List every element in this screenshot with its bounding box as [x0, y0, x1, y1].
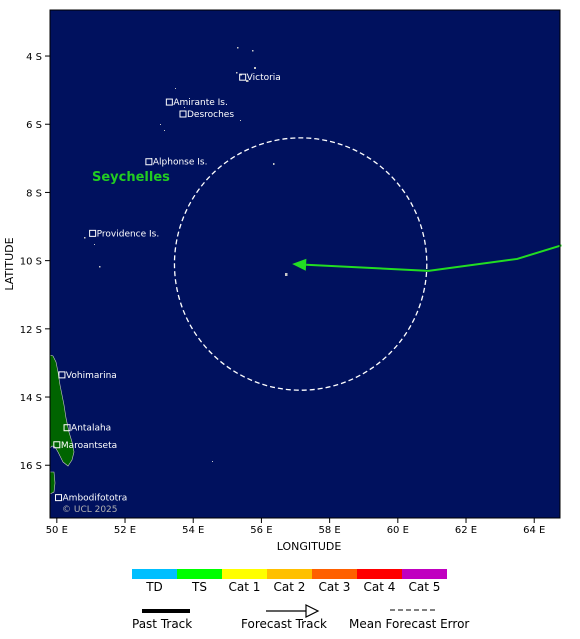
intensity-swatch [222, 569, 267, 579]
place-label: Vohimarina [66, 371, 117, 381]
place-marker [145, 158, 153, 166]
place-marker [55, 494, 63, 502]
place-label: Desroches [187, 110, 234, 120]
place-marker [179, 110, 187, 118]
x-tick-label: 64 E [523, 525, 545, 536]
place-marker [58, 371, 66, 379]
place-label: Providence Is. [97, 229, 160, 239]
place-marker [63, 424, 71, 432]
place-label: Maroantseta [61, 441, 117, 451]
mean-error-label: Mean Forecast Error [349, 617, 469, 631]
intensity-swatch [132, 569, 177, 579]
y-tick-label: 8 S [26, 188, 42, 199]
x-axis-ticks: 50 E 52 E 54 E 56 E 58 E 60 E 62 E 64 E [46, 518, 545, 536]
y-tick-label: 4 S [26, 52, 42, 63]
region-label-seychelles: Seychelles [92, 170, 170, 185]
intensity-label: Cat 3 [319, 580, 351, 594]
place-marker [165, 98, 173, 106]
past-track-label: Past Track [132, 617, 192, 631]
x-tick-label: 60 E [387, 525, 409, 536]
intensity-swatch [267, 569, 312, 579]
forecast-track-line [306, 244, 562, 272]
intensity-legend: TD TS Cat 1 Cat 2 Cat 3 Cat 4 Cat 5 [132, 569, 447, 594]
forecast-track-swatch-arrowhead [305, 604, 320, 618]
place-labels: Victoria Amirante Is. Desroches Alphonse Is… [53, 73, 281, 504]
x-tick-label: 58 E [319, 525, 341, 536]
intensity-label: Cat 5 [409, 580, 441, 594]
place-marker [89, 229, 97, 237]
madagascar-landmass [49, 354, 75, 467]
place-label: Antalaha [71, 424, 111, 434]
track-legend: Past Track Forecast Track Mean Forecast … [132, 604, 469, 631]
intensity-swatch [357, 569, 402, 579]
y-axis-title: LATITUDE [3, 237, 16, 290]
place-label: Victoria [247, 73, 281, 83]
place-marker [53, 441, 61, 449]
mean-forecast-error-circle [173, 137, 428, 391]
place-label: Ambodifototra [63, 494, 128, 504]
y-tick-label: 10 S [20, 257, 42, 268]
intensity-swatch [177, 569, 222, 579]
place-label: Alphonse Is. [153, 158, 208, 168]
intensity-label: Cat 4 [364, 580, 396, 594]
intensity-label: Cat 1 [229, 580, 261, 594]
place-marker [239, 73, 247, 81]
x-tick-label: 52 E [114, 525, 136, 536]
y-tick-label: 12 S [20, 325, 42, 336]
place-label: Amirante Is. [173, 98, 227, 108]
forecast-track-arrowhead [292, 258, 307, 271]
y-tick-label: 6 S [26, 120, 42, 131]
forecast-track-label: Forecast Track [241, 617, 327, 631]
sainte-marie-island [49, 471, 56, 495]
intensity-swatch [402, 569, 447, 579]
intensity-label: Cat 2 [274, 580, 306, 594]
y-tick-label: 16 S [20, 461, 42, 472]
islets [84, 47, 288, 462]
intensity-swatch [312, 569, 357, 579]
credit-text: © UCL 2025 [62, 505, 118, 515]
x-tick-label: 56 E [250, 525, 272, 536]
intensity-label: TS [191, 580, 207, 594]
x-axis-title: LONGITUDE [277, 540, 342, 553]
y-tick-label: 14 S [20, 393, 42, 404]
y-axis-ticks: 4 S 6 S 8 S 10 S 12 S 14 S 16 S [20, 52, 50, 472]
x-tick-label: 50 E [46, 525, 68, 536]
intensity-label: TD [145, 580, 163, 594]
x-tick-label: 54 E [182, 525, 204, 536]
map-frame [49, 9, 561, 519]
x-tick-label: 62 E [455, 525, 477, 536]
